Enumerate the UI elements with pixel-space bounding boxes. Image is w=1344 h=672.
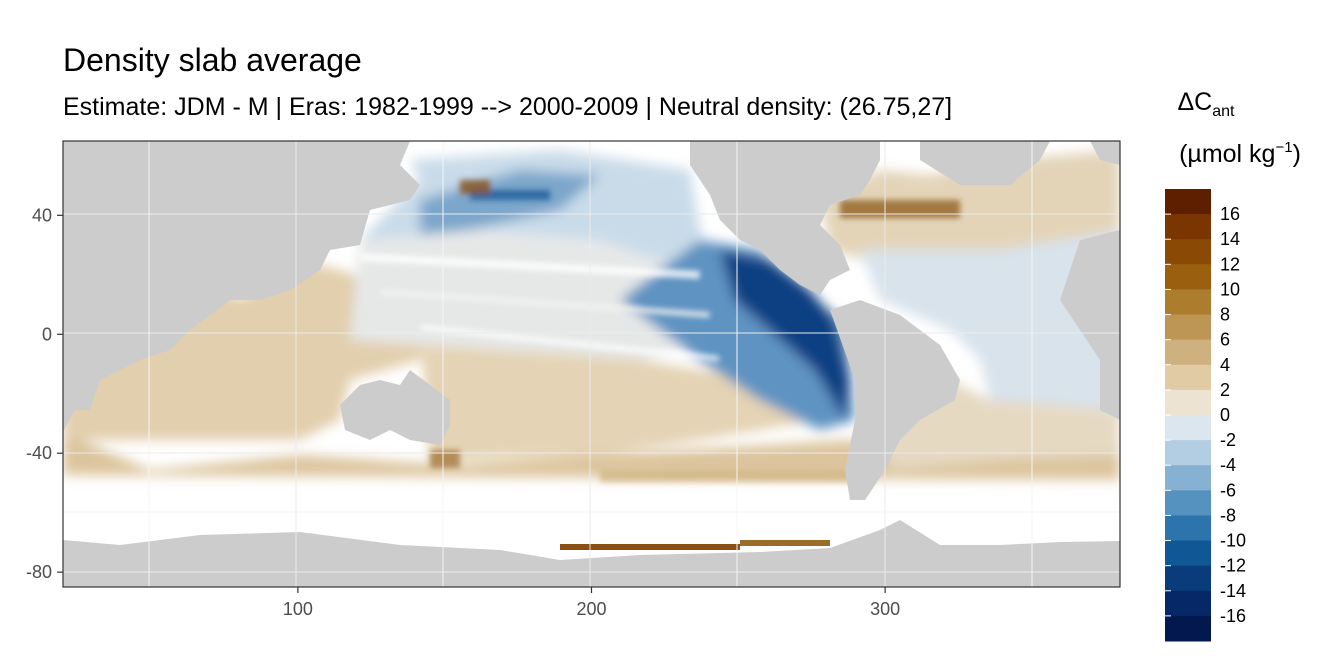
legend-break-label: -2	[1220, 430, 1236, 450]
legend-colorbar	[1165, 189, 1211, 642]
legend-break-label: -14	[1220, 581, 1246, 601]
legend-color-step	[1165, 615, 1211, 642]
chart-subtitle: Estimate: JDM - M | Eras: 1982-1999 --> …	[63, 93, 953, 121]
land-greenland	[920, 141, 1050, 185]
peru-dark-blue	[720, 250, 850, 420]
legend-units: (µmol kg−1)	[1179, 139, 1301, 168]
legend-break-label: -6	[1220, 480, 1236, 500]
legend-break-label: 14	[1220, 229, 1240, 249]
south-pacific-region	[420, 330, 850, 460]
legend-break-label: 0	[1220, 405, 1230, 425]
legend-color-step	[1165, 415, 1211, 441]
legend-break-label: 10	[1220, 279, 1240, 299]
legend-break-label: 16	[1220, 204, 1240, 224]
map-panel	[63, 141, 1120, 587]
legend-color-step	[1165, 239, 1211, 265]
legend-units-exp: −1	[1275, 139, 1292, 156]
legend-title-sub: ant	[1212, 103, 1235, 120]
antarctic-shelf-band	[560, 544, 740, 550]
legend-break-label: -8	[1220, 505, 1236, 525]
land-australia	[340, 370, 450, 445]
legend-break-label: -10	[1220, 531, 1246, 551]
legend-color-step	[1165, 289, 1211, 316]
x-tick-label: 300	[870, 599, 900, 619]
north-atlantic-region	[820, 150, 1120, 270]
land-africa	[1060, 230, 1120, 420]
legend-break-label: -4	[1220, 455, 1236, 475]
north-pacific-region	[360, 150, 720, 280]
land-antarctica	[63, 520, 1120, 587]
x-tick-label: 100	[283, 599, 313, 619]
y-tick-label: -40	[26, 443, 52, 463]
legend-color-step	[1165, 515, 1211, 542]
legend-color-step	[1165, 389, 1211, 416]
northwest-pacific-blue	[420, 170, 600, 235]
legend-color-step	[1165, 314, 1211, 341]
legend-break-label: 8	[1220, 305, 1230, 325]
legend-color-step	[1165, 465, 1211, 491]
chart-title: Density slab average	[63, 42, 362, 78]
legend-color-step	[1165, 490, 1211, 516]
legend-color-step	[1165, 540, 1211, 567]
legend-title: ΔCant	[1177, 88, 1235, 120]
y-tick-label: 40	[32, 205, 52, 225]
legend-color-step	[1165, 339, 1211, 366]
land-south-america	[830, 300, 960, 500]
legend-color-step	[1165, 214, 1211, 240]
legend-color-step	[1165, 264, 1211, 290]
legend: ΔCant (µmol kg−1) 16 14 12 10 8 6 4 2 0 -2 -4 -6 -8 -…	[1165, 88, 1301, 642]
y-tick-label: 0	[42, 324, 52, 344]
legend-break-label: 12	[1220, 254, 1240, 274]
legend-break-label: 6	[1220, 330, 1230, 350]
legend-break-label: -12	[1220, 556, 1246, 576]
legend-units-main: (µmol kg	[1179, 140, 1275, 168]
legend-break-label: -16	[1220, 606, 1246, 626]
legend-break-label: 4	[1220, 355, 1230, 375]
legend-title-main: ΔC	[1177, 88, 1212, 116]
legend-color-step	[1165, 590, 1211, 617]
legend-color-step	[1165, 189, 1211, 215]
legend-color-step	[1165, 565, 1211, 592]
legend-color-step	[1165, 440, 1211, 466]
y-tick-label: -80	[26, 562, 52, 582]
legend-units-close: )	[1293, 140, 1301, 168]
legend-labels: 16 14 12 10 8 6 4 2 0 -2 -4 -6 -8 -10 -12 -14 -16	[1165, 204, 1246, 626]
tropical-atlantic-region	[860, 230, 1120, 410]
legend-color-step	[1165, 364, 1211, 391]
legend-break-label: 2	[1220, 380, 1230, 400]
x-tick-label: 200	[576, 599, 606, 619]
grid-lines	[63, 141, 1120, 587]
